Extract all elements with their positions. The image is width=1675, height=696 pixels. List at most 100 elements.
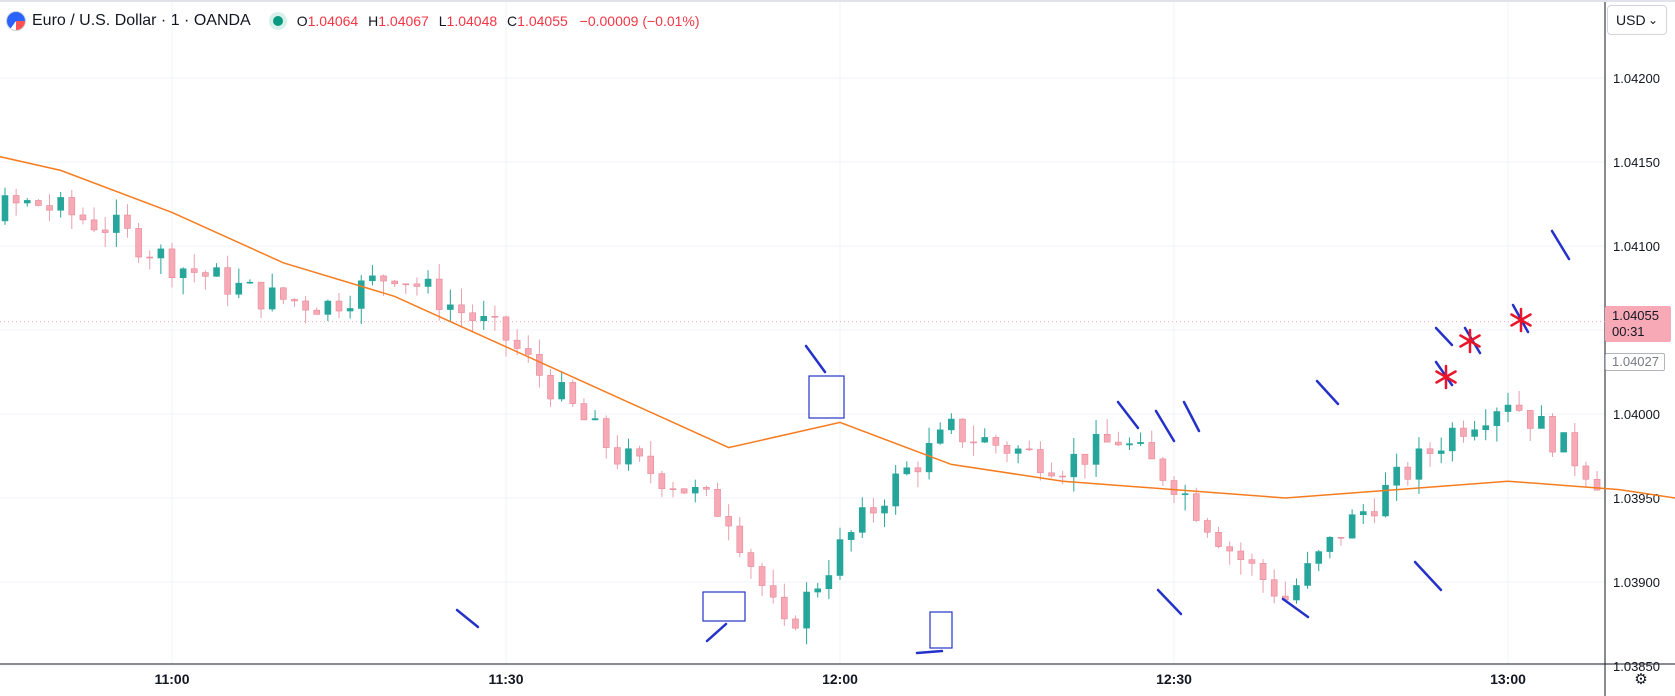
- candle-body: [1526, 410, 1534, 429]
- candle-body: [268, 287, 276, 310]
- symbol-title[interactable]: Euro / U.S. Dollar · 1 · OANDA: [32, 12, 251, 29]
- open-label: O: [296, 13, 308, 29]
- candle-body: [658, 473, 666, 490]
- candle-body: [580, 403, 588, 421]
- candle-body: [1192, 493, 1200, 521]
- signal-marker-stroke: [1459, 334, 1481, 348]
- candle-body: [380, 275, 387, 282]
- candle-body: [124, 214, 131, 229]
- candle-body: [302, 300, 309, 311]
- candle-body: [1170, 480, 1178, 495]
- candle-body: [758, 566, 766, 586]
- settings-icon[interactable]: ⚙: [1634, 671, 1648, 688]
- annotation-stroke: [1550, 229, 1571, 261]
- candle-body: [914, 467, 922, 473]
- candle-body: [1115, 441, 1122, 446]
- annotation-stroke: [1434, 326, 1454, 347]
- candle-body: [324, 300, 332, 315]
- annotation-box: [929, 611, 953, 649]
- candle-body: [547, 375, 554, 400]
- candle-body: [948, 418, 955, 431]
- currency-dropdown[interactable]: USD ⌄: [1607, 5, 1667, 35]
- candle-body: [1371, 511, 1378, 517]
- market-open-status-icon: [272, 16, 283, 26]
- candle-body: [135, 228, 142, 258]
- annotation-stroke: [804, 344, 827, 374]
- candle-body: [1237, 550, 1245, 560]
- candle-body: [669, 488, 677, 491]
- candle-body: [179, 268, 187, 279]
- moving-average-line: [0, 155, 1675, 499]
- candle-body: [1359, 511, 1367, 516]
- annotation-stroke: [1154, 409, 1176, 443]
- candle-body: [1126, 443, 1133, 446]
- candle-body: [703, 487, 710, 490]
- candle-body: [903, 467, 911, 475]
- price-tick-label: 1.04150: [1613, 155, 1660, 170]
- candle-body: [1293, 585, 1300, 601]
- last-price-value: 1.04055: [1612, 308, 1659, 323]
- candle-body: [357, 280, 365, 309]
- candle-body: [1081, 453, 1089, 465]
- candle-body: [1493, 411, 1501, 426]
- candle-body: [1, 195, 9, 222]
- candle-body: [168, 248, 176, 279]
- price-tick-label: 1.04200: [1613, 71, 1660, 86]
- currency-label: USD: [1616, 12, 1646, 28]
- candle-body: [46, 205, 53, 211]
- high-label: H: [368, 13, 379, 29]
- candle-body: [725, 516, 732, 527]
- candle-body: [870, 507, 877, 514]
- candle-body: [280, 287, 287, 300]
- close-label: C: [507, 13, 518, 29]
- candle-body: [202, 272, 209, 277]
- candle-body: [1315, 551, 1323, 564]
- candle-body: [747, 552, 755, 567]
- candle-body: [1070, 453, 1078, 478]
- candle-body: [1048, 472, 1055, 477]
- candle-body: [35, 200, 42, 206]
- candle-body: [1549, 415, 1556, 453]
- candle-body: [90, 219, 98, 231]
- candle-body: [413, 283, 421, 287]
- last-price-tag: 1.04055 00:31: [1605, 306, 1671, 342]
- candle-body: [1025, 448, 1033, 451]
- candle-body: [157, 248, 165, 259]
- candle-body: [792, 618, 799, 629]
- candle-body: [246, 281, 254, 284]
- candle-body: [491, 315, 499, 318]
- candle-body: [313, 309, 321, 315]
- annotation-stroke: [1156, 588, 1183, 616]
- candle-body: [1471, 429, 1478, 437]
- candle-body: [1037, 449, 1044, 474]
- candle-body: [224, 267, 231, 295]
- annotation-stroke: [1182, 400, 1201, 433]
- annotation-stroke: [705, 622, 728, 643]
- candle-body: [825, 575, 833, 590]
- candle-body: [1560, 432, 1567, 453]
- annotation-box: [702, 591, 746, 622]
- candle-body: [480, 315, 488, 322]
- candle-body: [402, 283, 410, 286]
- candle-body: [602, 418, 610, 448]
- candle-body: [680, 488, 688, 494]
- annotation-box: [808, 375, 845, 419]
- price-tick-label: 1.03900: [1613, 575, 1660, 590]
- candle-body: [369, 275, 376, 282]
- candle-body: [714, 488, 721, 517]
- candle-body: [936, 429, 944, 444]
- candle-body: [101, 229, 109, 233]
- candle-body: [1248, 559, 1256, 564]
- candle-body: [1593, 478, 1601, 491]
- candle-body: [469, 312, 476, 322]
- candle-body: [1348, 514, 1356, 539]
- candle-body: [536, 354, 543, 376]
- candle-body: [447, 304, 454, 310]
- candle-body: [424, 278, 432, 287]
- candle-body: [1382, 484, 1389, 517]
- candle-body: [691, 487, 699, 494]
- candle-body: [1137, 442, 1144, 444]
- price-tick-label: 1.03950: [1613, 491, 1660, 506]
